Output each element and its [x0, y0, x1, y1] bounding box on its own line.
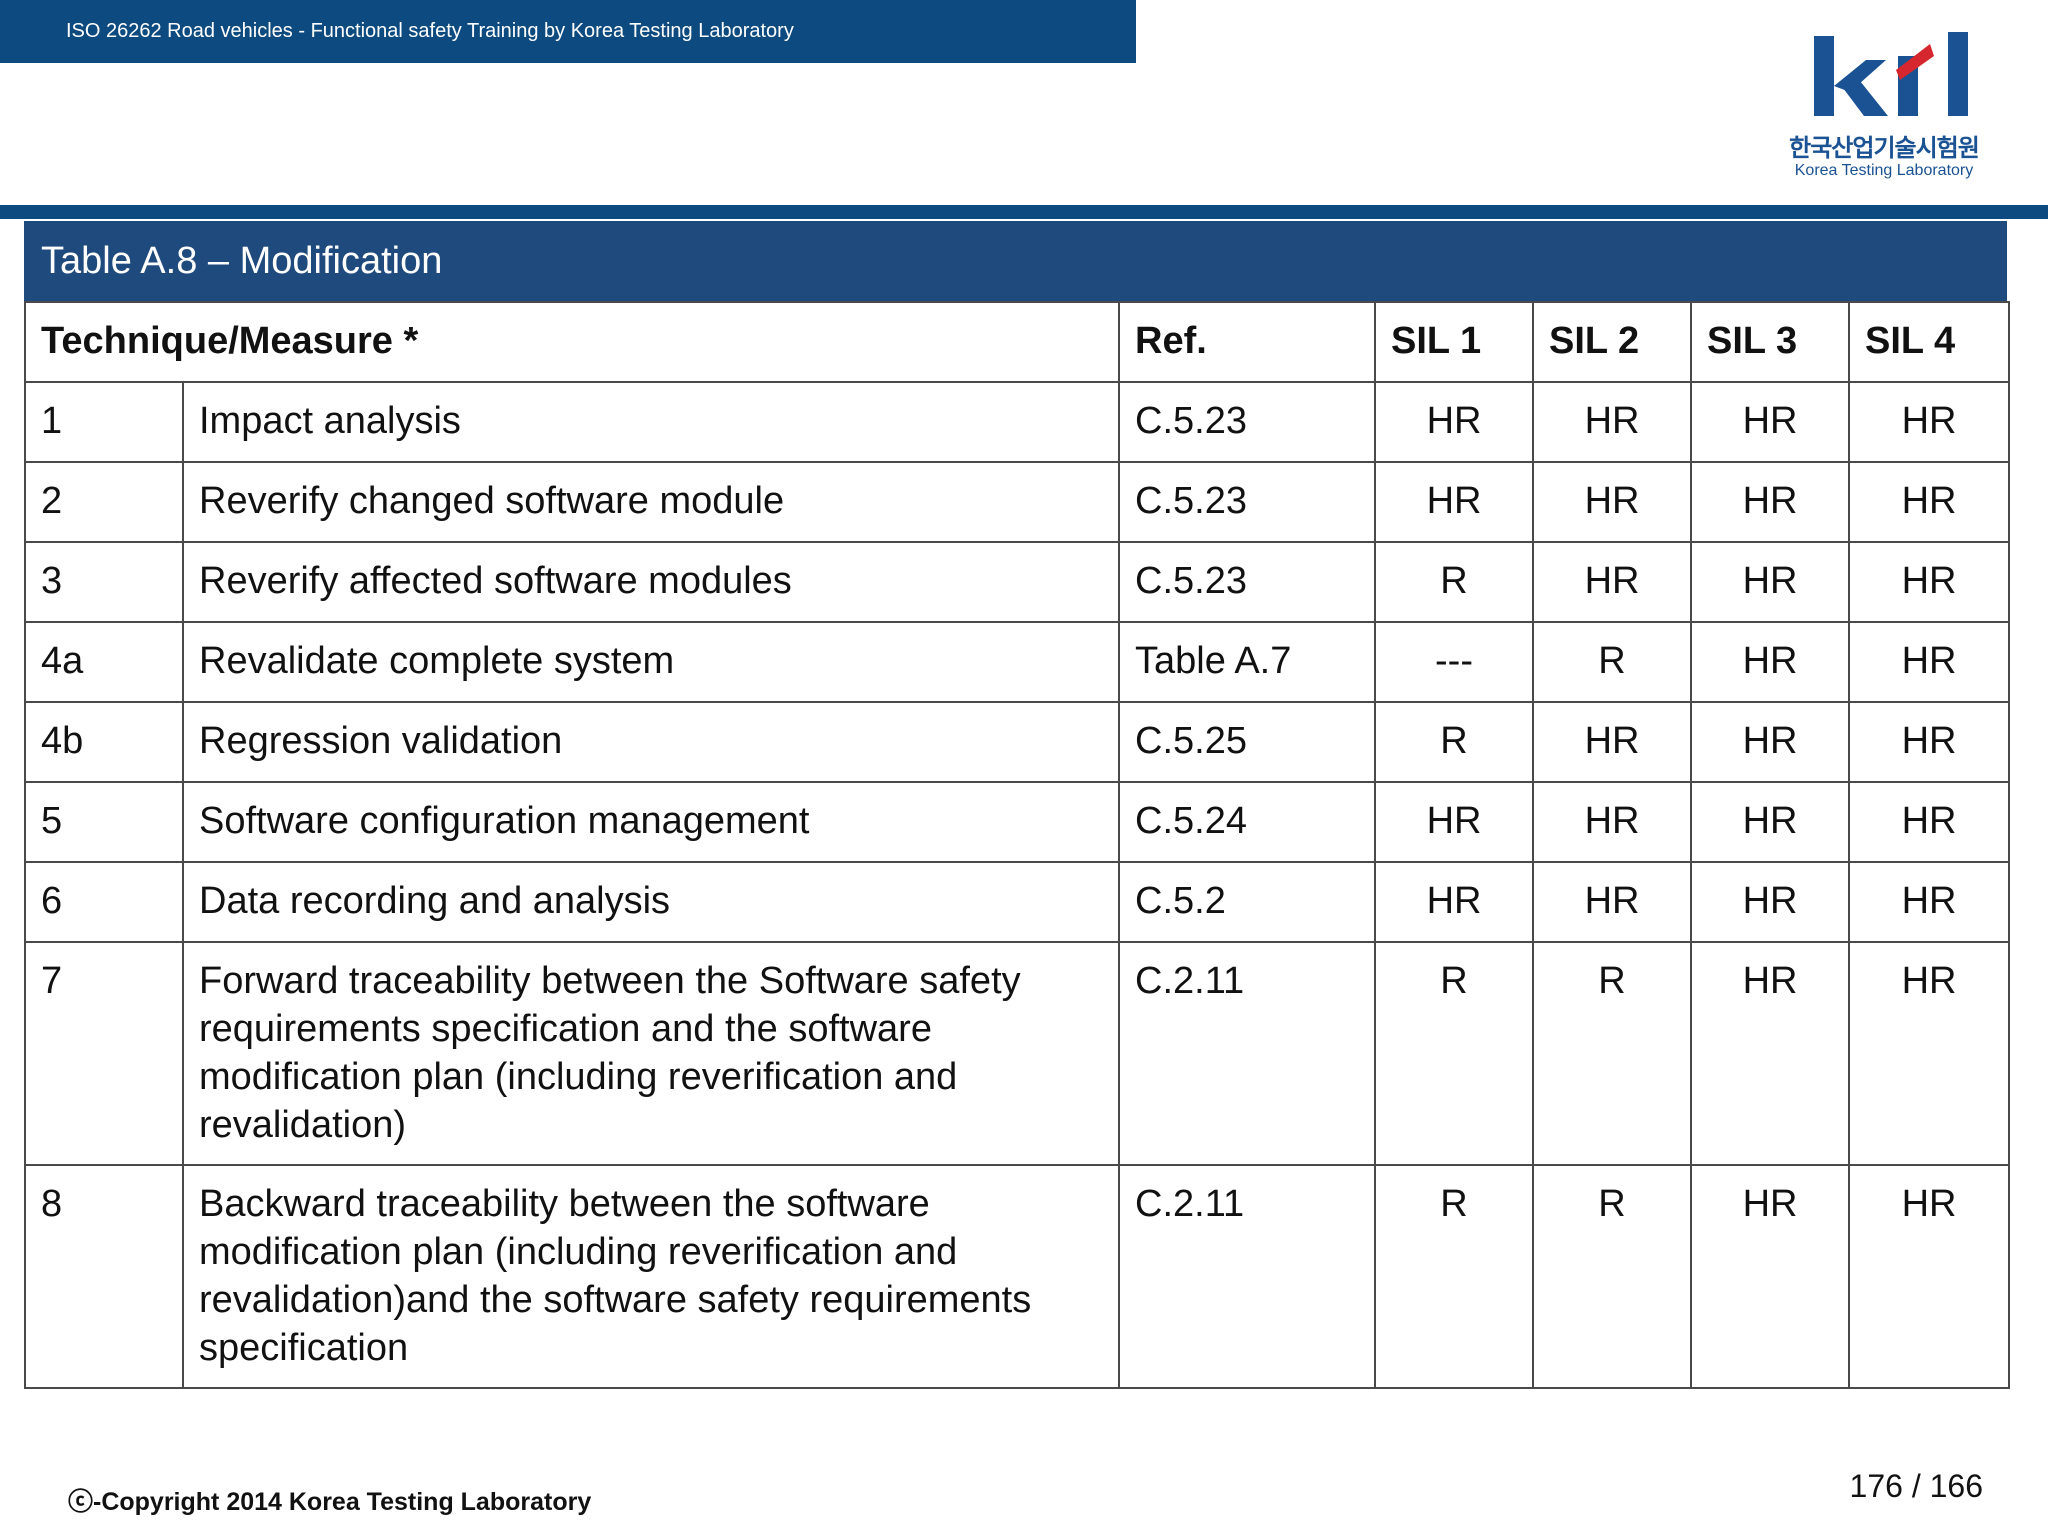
row-ref: Table A.7 [1118, 621, 1377, 703]
table-row: 6 Data recording and analysis C.5.2 HR H… [24, 861, 2011, 943]
row-sil2: HR [1532, 861, 1693, 943]
ktl-logo-mark [1814, 32, 1968, 116]
row-technique: Impact analysis [181, 381, 1121, 463]
row-sil1: R [1374, 1164, 1535, 1389]
table-row: 4b Regression validation C.5.25 R HR HR … [24, 701, 2011, 783]
row-sil1: R [1374, 701, 1535, 783]
footer-copyright: ⓒ-Copyright 2014 Korea Testing Laborator… [68, 1488, 592, 1516]
row-ref: C.5.23 [1118, 541, 1377, 623]
table-title-text: Table A.8 – Modification [41, 240, 443, 282]
table-row: 8 Backward traceability between the soft… [24, 1164, 2011, 1389]
row-sil1: HR [1374, 781, 1535, 863]
row-sil4: HR [1848, 381, 2011, 463]
row-id: 4a [24, 621, 184, 703]
table-title: Table A.8 – Modification [24, 221, 2007, 301]
column-header-sil3: SIL 3 [1690, 301, 1851, 383]
row-sil3: HR [1690, 861, 1851, 943]
row-sil4: HR [1848, 701, 2011, 783]
ktl-logo: 한국산업기술시험원 Korea Testing Laboratory [1784, 26, 1984, 186]
column-header-ref: Ref. [1118, 301, 1377, 383]
row-technique: Forward traceability between the Softwar… [181, 941, 1121, 1166]
column-header-sil4: SIL 4 [1848, 301, 2011, 383]
table-row: 1 Impact analysis C.5.23 HR HR HR HR [24, 381, 2011, 463]
row-sil3: HR [1690, 461, 1851, 543]
row-ref: C.5.2 [1118, 861, 1377, 943]
row-technique: Revalidate complete system [181, 621, 1121, 703]
table-row: 3 Reverify affected software modules C.5… [24, 541, 2011, 623]
row-technique: Backward traceability between the softwa… [181, 1164, 1121, 1389]
logo-english-name: Korea Testing Laboratory [1794, 162, 1974, 179]
column-header-sil1: SIL 1 [1374, 301, 1535, 383]
row-id: 8 [24, 1164, 184, 1389]
row-sil1: HR [1374, 461, 1535, 543]
row-ref: C.5.24 [1118, 781, 1377, 863]
row-id: 5 [24, 781, 184, 863]
row-ref: C.2.11 [1118, 941, 1377, 1166]
row-technique: Reverify affected software modules [181, 541, 1121, 623]
row-sil2: HR [1532, 381, 1693, 463]
logo-letter-k-lower-leg [1840, 76, 1888, 116]
row-sil3: HR [1690, 541, 1851, 623]
logo-letter-t-accent [1896, 44, 1934, 80]
banner-text: ISO 26262 Road vehicles - Functional saf… [66, 20, 794, 42]
row-id: 4b [24, 701, 184, 783]
row-sil1: R [1374, 541, 1535, 623]
row-technique: Data recording and analysis [181, 861, 1121, 943]
row-sil4: HR [1848, 941, 2011, 1166]
logo-letter-k-stem [1814, 36, 1834, 116]
row-sil2: R [1532, 621, 1693, 703]
row-sil3: HR [1690, 621, 1851, 703]
table-row: 2 Reverify changed software module C.5.2… [24, 461, 2011, 543]
row-sil4: HR [1848, 621, 2011, 703]
row-sil4: HR [1848, 541, 2011, 623]
row-sil2: HR [1532, 701, 1693, 783]
row-ref: C.5.23 [1118, 381, 1377, 463]
row-sil2: R [1532, 941, 1693, 1166]
row-id: 6 [24, 861, 184, 943]
modification-table: Technique/Measure * Ref. SIL 1 SIL 2 SIL… [23, 301, 2011, 1389]
row-sil1: R [1374, 941, 1535, 1166]
row-sil3: HR [1690, 381, 1851, 463]
row-sil4: HR [1848, 461, 2011, 543]
row-technique: Regression validation [181, 701, 1121, 783]
row-sil2: HR [1532, 541, 1693, 623]
row-technique: Software configuration management [181, 781, 1121, 863]
logo-letter-l-stem [1948, 32, 1968, 116]
row-sil1: HR [1374, 861, 1535, 943]
table-header-row: Technique/Measure * Ref. SIL 1 SIL 2 SIL… [23, 301, 2011, 383]
row-technique: Reverify changed software module [181, 461, 1121, 543]
row-ref: C.5.23 [1118, 461, 1377, 543]
top-banner: ISO 26262 Road vehicles - Functional saf… [0, 0, 1136, 63]
row-ref: C.2.11 [1118, 1164, 1377, 1389]
table-row: 5 Software configuration management C.5.… [24, 781, 2011, 863]
page-number: 176 / 166 [1849, 1468, 1983, 1504]
table-row: 7 Forward traceability between the Softw… [24, 941, 2011, 1166]
row-id: 2 [24, 461, 184, 543]
row-sil3: HR [1690, 781, 1851, 863]
row-sil4: HR [1848, 861, 2011, 943]
row-sil1: --- [1374, 621, 1535, 703]
row-sil1: HR [1374, 381, 1535, 463]
table-row: 4a Revalidate complete system Table A.7 … [24, 621, 2011, 703]
row-sil4: HR [1848, 1164, 2011, 1389]
row-sil2: R [1532, 1164, 1693, 1389]
row-sil2: HR [1532, 781, 1693, 863]
row-sil2: HR [1532, 461, 1693, 543]
row-sil4: HR [1848, 781, 2011, 863]
column-header-sil2: SIL 2 [1532, 301, 1693, 383]
logo-korean-name: 한국산업기술시험원 [1789, 134, 1980, 162]
row-id: 7 [24, 941, 184, 1166]
row-id: 3 [24, 541, 184, 623]
row-sil3: HR [1690, 1164, 1851, 1389]
column-header-technique: Technique/Measure * [23, 301, 1121, 383]
header-divider [0, 205, 2048, 219]
row-sil3: HR [1690, 701, 1851, 783]
row-id: 1 [24, 381, 184, 463]
row-ref: C.5.25 [1118, 701, 1377, 783]
row-sil3: HR [1690, 941, 1851, 1166]
